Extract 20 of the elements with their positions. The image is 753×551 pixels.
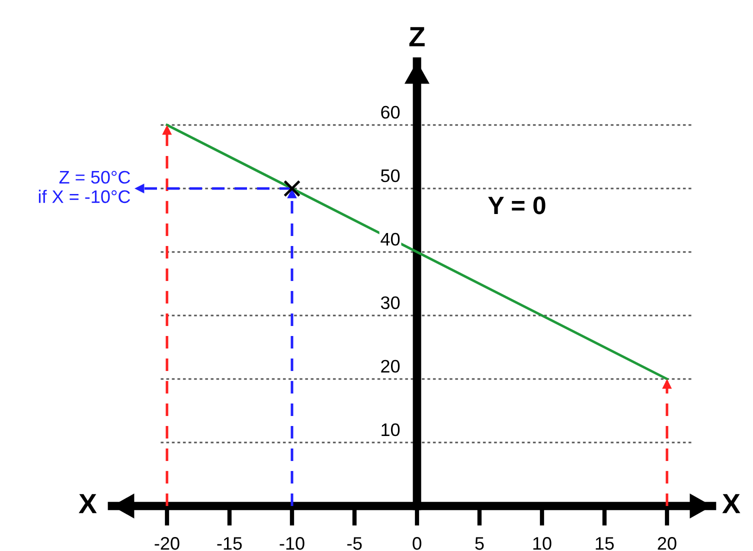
x-tick-label: 0 [412,537,422,550]
x-tick-label: -20 [154,537,180,550]
y-tick-label: 20 [381,360,400,373]
y-tick-label: 50 [380,169,400,182]
text: X [78,494,97,514]
x-tick-label: 20 [658,537,676,550]
y-axis-title: Z [409,27,425,46]
x-tick-label: 10 [533,537,552,550]
x-tick-label: -15 [217,537,242,550]
x-tick-label: 15 [596,537,614,550]
x-tick-label: -10 [280,537,304,550]
annotation: Y = 0 [488,196,546,214]
x-tick-label: -5 [347,537,362,550]
y-tick-label: 60 [381,106,400,119]
y-tick-label: 30 [380,296,400,310]
x-axis-title: X [722,494,740,514]
annotation: Z = 50°C if X = -10°C [38,170,130,204]
y-tick-label: 10 [382,423,400,436]
x-tick-label: 5 [475,537,484,550]
y-tick-label: 40 [380,232,400,246]
